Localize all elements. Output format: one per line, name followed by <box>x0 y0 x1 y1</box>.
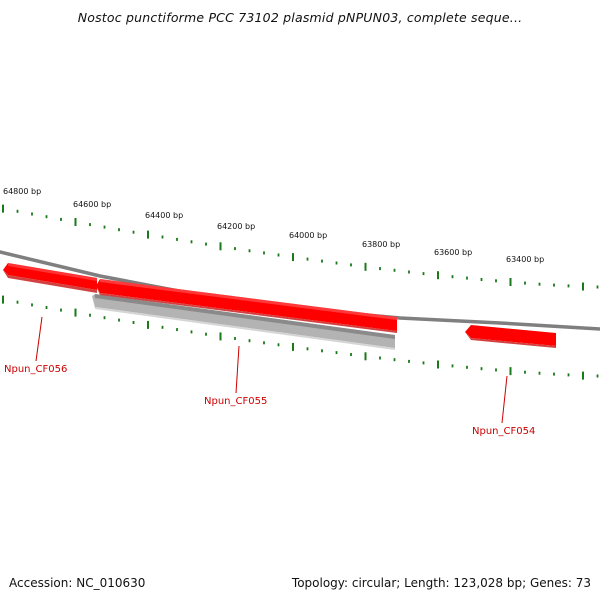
scale-labels: 64800 bp 64600 bp 64400 bp 64200 bp 6400… <box>3 187 544 264</box>
scale-label: 64200 bp <box>217 222 255 231</box>
gene-npun-cf056-main[interactable] <box>96 279 397 333</box>
gene-label[interactable]: Npun_CF054 <box>472 426 535 437</box>
scale-label: 64400 bp <box>145 211 183 220</box>
gene-npun-cf054[interactable] <box>465 325 556 348</box>
gene-label-leader <box>235 345 240 394</box>
gene-label[interactable]: Npun_CF056 <box>4 364 67 375</box>
outer-scale-ticks <box>2 204 599 291</box>
gene-npun-cf056[interactable] <box>3 263 97 293</box>
scale-label: 64000 bp <box>289 231 327 240</box>
scale-label: 63400 bp <box>506 255 544 264</box>
scale-label: 63600 bp <box>434 248 472 257</box>
gene-label-leader <box>501 375 508 424</box>
page-title: Nostoc punctiforme PCC 73102 plasmid pNP… <box>77 10 523 25</box>
genome-summary-text: Topology: circular; Length: 123,028 bp; … <box>291 576 591 590</box>
gene-label[interactable]: Npun_CF055 <box>204 396 267 407</box>
scale-label: 64800 bp <box>3 187 41 196</box>
accession-text: Accession: NC_010630 <box>9 576 146 590</box>
scale-label: 64600 bp <box>73 200 111 209</box>
scale-label: 63800 bp <box>362 240 400 249</box>
gene-label-leader <box>35 316 43 362</box>
gene-npun-cf055[interactable] <box>92 294 395 350</box>
inner-scale-ticks <box>2 295 599 380</box>
